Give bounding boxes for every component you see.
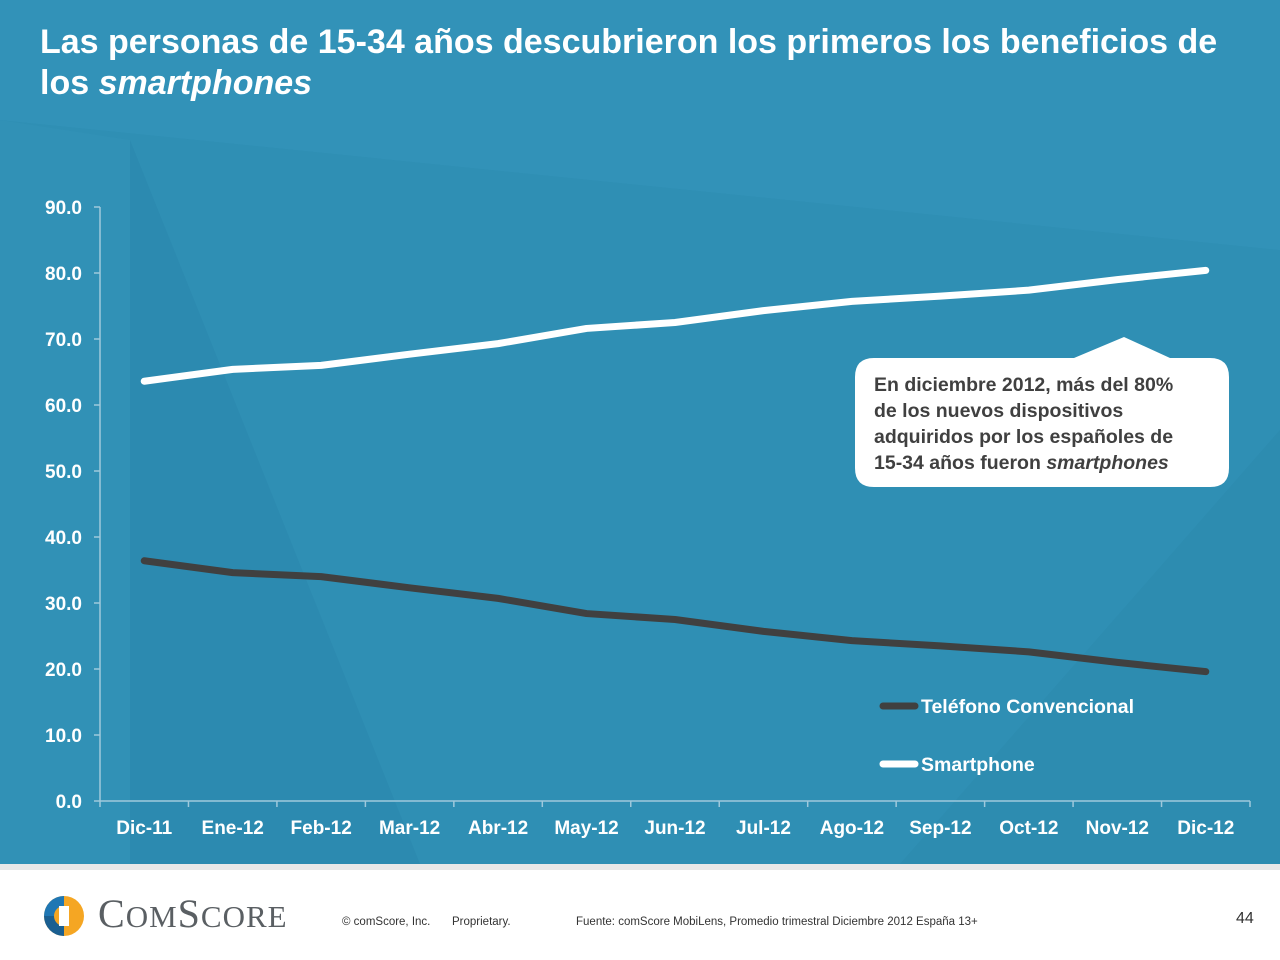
background-facets bbox=[0, 0, 1280, 864]
footer-divider bbox=[0, 864, 1280, 870]
callout-line-4-text: 15-34 años fueron bbox=[874, 452, 1047, 474]
callout-bubble bbox=[855, 337, 1229, 487]
legend-label-1: Smartphone bbox=[921, 754, 1035, 776]
comscore-logo-icon bbox=[44, 896, 84, 936]
legend-label-0: Teléfono Convencional bbox=[921, 696, 1134, 718]
x-tick-label: Dic-12 bbox=[1177, 818, 1234, 839]
source-note: Fuente: comScore MobiLens, Promedio trim… bbox=[576, 916, 978, 928]
y-axis: 0.0 10.0 20.0 30.0 40.0 50.0 60.0 70.0 80.0 90.0 bbox=[45, 198, 101, 813]
x-tick-label: Nov-12 bbox=[1086, 818, 1149, 839]
y-tick-label: 0.0 bbox=[56, 792, 82, 813]
callout-line-4: 15-34 años fueron smartphones bbox=[874, 450, 1219, 476]
y-tick-label: 60.0 bbox=[45, 396, 82, 417]
y-tick-label: 70.0 bbox=[45, 330, 82, 351]
x-axis: Dic-11 Ene-12 Feb-12 Mar-12 Abr-12 May-12 Jun-… bbox=[99, 800, 1251, 839]
y-tick-label: 30.0 bbox=[45, 594, 82, 615]
y-tick-label: 90.0 bbox=[45, 198, 82, 219]
callout-line-2: de los nuevos dispositivos bbox=[874, 400, 1124, 422]
title-emphasis: smartphones bbox=[98, 64, 313, 102]
slide-title: Las personas de 15-34 años descubrieron … bbox=[40, 22, 1250, 104]
copyright: © comScore, Inc. bbox=[342, 916, 431, 928]
callout-text: En diciembre 2012, más del 80% de los nu… bbox=[874, 372, 1219, 476]
y-tick-label: 80.0 bbox=[45, 264, 82, 285]
x-tick-label: Ago-12 bbox=[820, 818, 884, 839]
slide-background: Las personas de 15-34 años descubrieron … bbox=[0, 0, 1280, 864]
callout-line-1: En diciembre 2012, más del 80% bbox=[874, 374, 1174, 396]
footer bbox=[0, 864, 1280, 960]
x-tick-label: Jul-12 bbox=[736, 818, 791, 839]
line-chart: 0.010.020.030.040.050.060.070.080.090.0 … bbox=[45, 198, 1251, 839]
x-tick-label: Abr-12 bbox=[468, 818, 528, 839]
x-tick-label: Ene-12 bbox=[202, 818, 264, 839]
x-tick-label: Oct-12 bbox=[999, 818, 1058, 839]
callout-emphasis: smartphones bbox=[1046, 452, 1169, 474]
y-tick-label: 20.0 bbox=[45, 660, 82, 681]
series-line-0 bbox=[140, 557, 1210, 676]
x-tick-label: Mar-12 bbox=[379, 818, 440, 839]
comscore-wordmark: COMSCORE bbox=[98, 891, 288, 936]
page-number: 44 bbox=[1236, 910, 1254, 927]
callout-line-3: adquiridos por los españoles de bbox=[874, 426, 1174, 448]
y-tick-label: 50.0 bbox=[45, 462, 82, 483]
x-tick-label: Feb-12 bbox=[291, 818, 352, 839]
y-tick-label: 40.0 bbox=[45, 528, 82, 549]
x-tick-label: Jun-12 bbox=[644, 818, 705, 839]
proprietary-label: Proprietary. bbox=[452, 916, 511, 928]
x-tick-label: Dic-11 bbox=[116, 818, 172, 839]
x-tick-label: May-12 bbox=[554, 818, 618, 839]
series-layer bbox=[140, 266, 1210, 676]
title-text: Las personas de 15-34 años descubrieron … bbox=[40, 23, 1218, 102]
legend: Teléfono Convencional Smartphone bbox=[879, 696, 1134, 776]
y-tick-label: 10.0 bbox=[45, 726, 82, 747]
x-tick-label: Sep-12 bbox=[909, 818, 971, 839]
